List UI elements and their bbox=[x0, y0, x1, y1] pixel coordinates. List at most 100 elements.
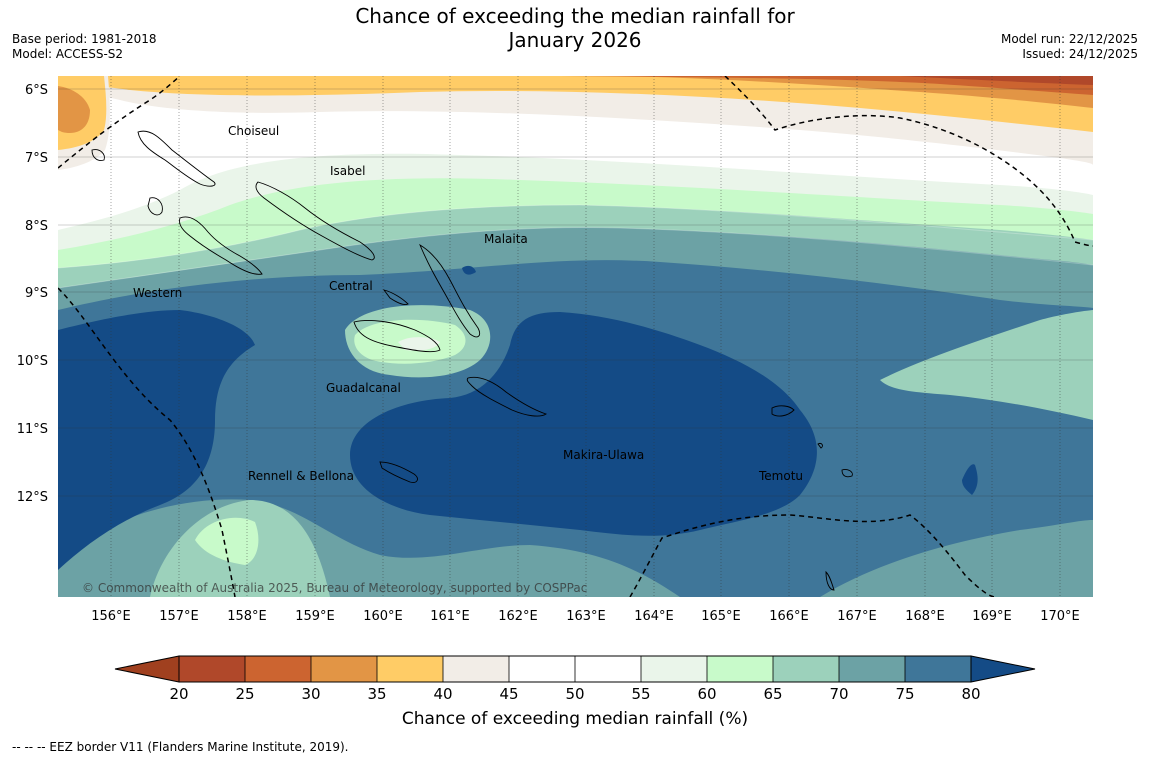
colorbar-bin-45-50 bbox=[509, 656, 575, 682]
colorbar-bin-40-45 bbox=[443, 656, 509, 682]
colorbar-bin-70-75 bbox=[839, 656, 905, 682]
band-65-70-east bbox=[880, 310, 1093, 420]
map-title-line2: January 2026 bbox=[508, 28, 642, 52]
colorbar-under-arrow bbox=[114, 655, 180, 683]
colorbar-tick: 50 bbox=[565, 685, 584, 700]
band-over-80-east bbox=[962, 464, 978, 495]
lon-label: 167°E bbox=[837, 609, 877, 624]
colorbar-tick: 30 bbox=[301, 685, 320, 700]
santa-cruz-island bbox=[771, 405, 795, 417]
band-over-80-central bbox=[350, 312, 817, 536]
colorbar-tick: 25 bbox=[235, 685, 254, 700]
colorbar-tick: 20 bbox=[169, 685, 188, 700]
band-60-65-south bbox=[195, 517, 259, 565]
colorbar-over-arrow bbox=[970, 655, 1036, 683]
map-title-line1: Chance of exceeding the median rainfall … bbox=[355, 4, 795, 28]
region-labels: Choiseul Isabel Malaita Western Central … bbox=[133, 124, 803, 483]
issued-date: Issued: 24/12/2025 bbox=[1022, 47, 1138, 61]
band-70-75-spot bbox=[495, 549, 537, 576]
eez-border bbox=[58, 76, 1093, 597]
lon-label: 170°E bbox=[1040, 609, 1080, 624]
guadalcanal-island bbox=[353, 319, 441, 353]
lon-label: 162°E bbox=[498, 609, 538, 624]
lon-label: 156°E bbox=[91, 609, 131, 624]
colorbar-tick: 60 bbox=[697, 685, 716, 700]
region-label-western: Western bbox=[133, 286, 182, 300]
lon-label: 160°E bbox=[363, 609, 403, 624]
western-islands bbox=[179, 216, 263, 275]
colorbar-tick: 75 bbox=[895, 685, 914, 700]
region-label-isabel: Isabel bbox=[330, 164, 365, 178]
lon-label: 169°E bbox=[972, 609, 1012, 624]
colorbar-bin-25-30 bbox=[245, 656, 311, 682]
colorbar-tick: 70 bbox=[829, 685, 848, 700]
grid-lines bbox=[58, 76, 1093, 597]
colorbar-bin-30-35 bbox=[311, 656, 377, 682]
lon-label: 166°E bbox=[769, 609, 809, 624]
map-title: Chance of exceeding the median rainfall … bbox=[0, 4, 1150, 52]
band-30-35-nw bbox=[58, 86, 90, 134]
lat-label: 7°S bbox=[25, 151, 48, 166]
lat-label: 11°S bbox=[17, 422, 48, 437]
colorbar-bin-60-65 bbox=[707, 656, 773, 682]
isabel-island bbox=[255, 181, 375, 261]
coastlines bbox=[91, 130, 853, 591]
colorbar-tick: 55 bbox=[631, 685, 650, 700]
makira-island bbox=[466, 376, 548, 417]
eez-legend-note: -- -- -- EEZ border V11 (Flanders Marine… bbox=[12, 740, 349, 754]
colorbar-tick: 80 bbox=[961, 685, 980, 700]
lon-label: 159°E bbox=[295, 609, 335, 624]
region-label-rennell: Rennell & Bellona bbox=[248, 469, 354, 483]
base-period: Base period: 1981-2018 bbox=[12, 32, 157, 46]
colorbar-bin-65-70 bbox=[773, 656, 839, 682]
longitude-labels: 156°E 157°E 158°E 159°E 160°E 161°E 162°… bbox=[91, 609, 1080, 624]
colorbar-bin-20-25 bbox=[179, 656, 245, 682]
lon-label: 165°E bbox=[701, 609, 741, 624]
choiseul-island bbox=[137, 130, 216, 187]
region-label-central: Central bbox=[329, 279, 373, 293]
meta-right: Model run: 22/12/2025 Issued: 24/12/2025 bbox=[1001, 32, 1138, 62]
rainfall-probability-field bbox=[58, 76, 1093, 597]
colorbar-bin-55-60 bbox=[641, 656, 707, 682]
band-over-80-malaita bbox=[462, 265, 476, 275]
colorbar-tick: 65 bbox=[763, 685, 782, 700]
malaita-island bbox=[419, 243, 481, 338]
band-70-75-lower-east bbox=[820, 520, 1093, 597]
lon-label: 157°E bbox=[159, 609, 199, 624]
lon-label: 164°E bbox=[634, 609, 674, 624]
model-run: Model run: 22/12/2025 bbox=[1000, 32, 1138, 46]
rennell-island bbox=[379, 461, 418, 483]
lon-label: 161°E bbox=[430, 609, 470, 624]
region-label-choiseul: Choiseul bbox=[228, 124, 279, 138]
lon-label: 158°E bbox=[227, 609, 267, 624]
lon-label: 163°E bbox=[566, 609, 606, 624]
colorbar-bin-50-55 bbox=[575, 656, 641, 682]
band-55-60-guadalcanal bbox=[398, 337, 440, 351]
colorbar-tick: 40 bbox=[433, 685, 452, 700]
lat-label: 6°S bbox=[25, 83, 48, 98]
band-30-35 bbox=[180, 76, 1093, 108]
band-over-80-west bbox=[58, 310, 255, 597]
colorbar-tick: 35 bbox=[367, 685, 386, 700]
lat-label: 10°S bbox=[17, 354, 48, 369]
colorbar-tick: 45 bbox=[499, 685, 518, 700]
lat-label: 12°S bbox=[17, 490, 48, 505]
colorbar-bin-75-80 bbox=[905, 656, 971, 682]
band-25-30 bbox=[560, 76, 1093, 95]
lon-label: 168°E bbox=[905, 609, 945, 624]
band-35-40 bbox=[58, 76, 1093, 132]
band-20-25 bbox=[900, 76, 1093, 85]
copyright-notice: © Commonwealth of Australia 2025, Bureau… bbox=[82, 581, 587, 595]
colorbar-title: Chance of exceeding median rainfall (%) bbox=[401, 709, 749, 729]
meta-left: Base period: 1981-2018 Model: ACCESS-S2 bbox=[12, 32, 157, 62]
colorbar-bin-35-40 bbox=[377, 656, 443, 682]
region-label-makira: Makira-Ulawa bbox=[563, 448, 644, 462]
region-label-malaita: Malaita bbox=[484, 232, 528, 246]
model-name: Model: ACCESS-S2 bbox=[12, 47, 124, 61]
region-label-temotu: Temotu bbox=[758, 469, 803, 483]
lat-label: 8°S bbox=[25, 219, 48, 234]
lat-label: 9°S bbox=[25, 286, 48, 301]
region-label-guadalcanal: Guadalcanal bbox=[326, 381, 401, 395]
map-figure: 6°S 7°S 8°S 9°S 10°S 11°S 12°S 156°E 157… bbox=[17, 76, 1093, 700]
colorbar: 20 25 30 35 40 45 50 55 60 65 70 75 80 bbox=[114, 655, 1036, 700]
